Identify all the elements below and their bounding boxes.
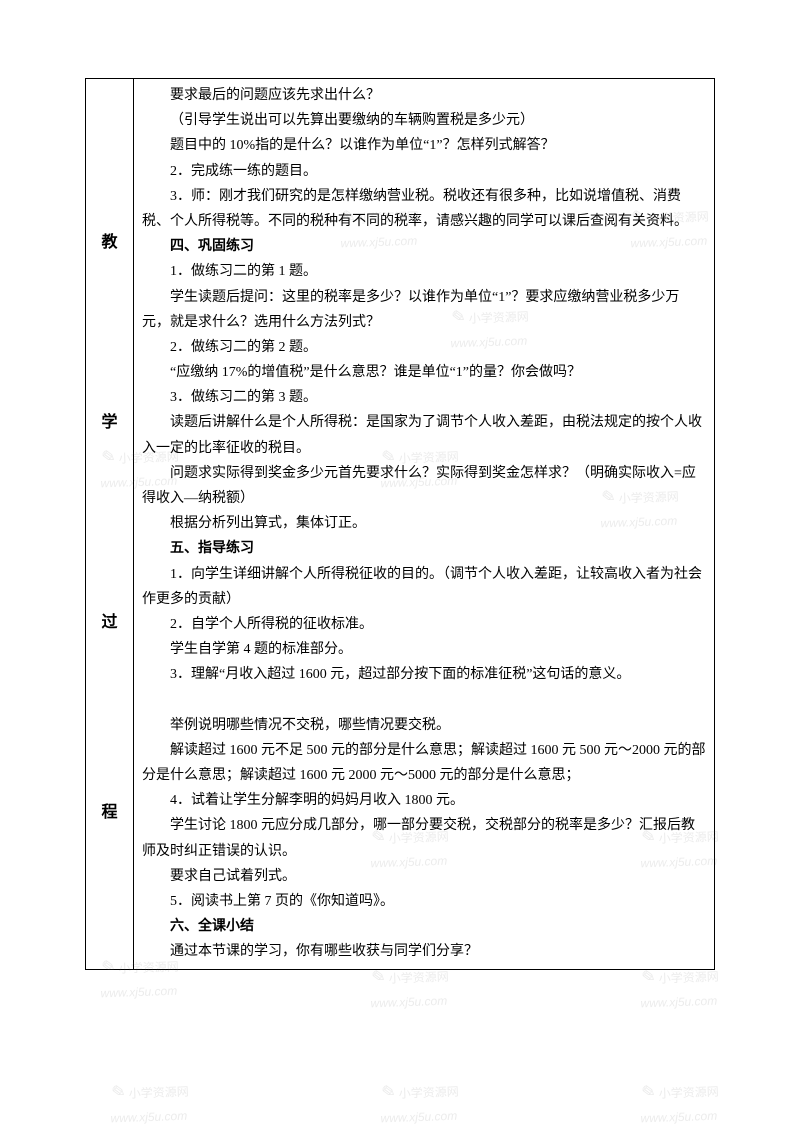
content-line: 要求最后的问题应该先求出什么？ — [142, 83, 706, 108]
content-line: 2．自学个人所得税的征收标准。 — [142, 612, 706, 637]
content-line: 4．试着让学生分解李明的妈妈月收入 1800 元。 — [142, 788, 706, 813]
content-line: 举例说明哪些情况不交税，哪些情况要交税。 — [142, 713, 706, 738]
content-line: 四、巩固练习 — [142, 234, 706, 259]
content-line: （引导学生说出可以先算出要缴纳的车辆购置税是多少元） — [142, 108, 706, 133]
content-line: 3．师：刚才我们研究的是怎样缴纳营业税。税收还有很多种，比如说增值税、消费税、个… — [142, 184, 706, 234]
watermark: ✎小学资源网www.xj5u.com — [379, 1074, 460, 1131]
left-column: 教 学 过 程 — [86, 79, 134, 970]
content-line: 2．完成练一练的题目。 — [142, 159, 706, 184]
content-line: 1．向学生详细讲解个人所得税征收的目的。（调节个人收入差距，让较高收入者为社会作… — [142, 562, 706, 612]
content-line: 解读超过 1600 元不足 500 元的部分是什么意思；解读超过 1600 元 … — [142, 738, 706, 788]
left-char-4: 程 — [86, 799, 133, 828]
content-line: 五、指导练习 — [142, 536, 706, 561]
left-char-1: 教 — [86, 229, 133, 258]
content-line: 3．理解“月收入超过 1600 元，超过部分按下面的标准征税”这句话的意义。 — [142, 662, 706, 687]
content-line: 六、全课小结 — [142, 914, 706, 939]
content-line: 1．做练习二的第 1 题。 — [142, 259, 706, 284]
content-line: 2．做练习二的第 2 题。 — [142, 335, 706, 360]
content-body: 要求最后的问题应该先求出什么？（引导学生说出可以先算出要缴纳的车辆购置税是多少元… — [142, 83, 706, 965]
content-line: 题目中的 10%指的是什么？以谁作为单位“1”？怎样列式解答？ — [142, 133, 706, 158]
content-line: 学生读题后提问：这里的税率是多少？以谁作为单位“1”？要求应缴纳营业税多少万元，… — [142, 285, 706, 335]
watermark: ✎小学资源网www.xj5u.com — [109, 1074, 190, 1131]
content-line: “应缴纳 17%的增值税”是什么意思？谁是单位“1”的量？你会做吗？ — [142, 360, 706, 385]
content-line: 学生自学第 4 题的标准部分。 — [142, 637, 706, 662]
left-char-2: 学 — [86, 409, 133, 438]
content-line: 通过本节课的学习，你有哪些收获与同学们分享？ — [142, 939, 706, 964]
content-line — [142, 688, 706, 713]
content-line: 问题求实际得到奖金多少元首先要求什么？实际得到奖金怎样求？（明确实际收入=应得收… — [142, 461, 706, 511]
content-line: 读题后讲解什么是个人所得税：是国家为了调节个人收入差距，由税法规定的按个人收入一… — [142, 410, 706, 460]
content-line: 5．阅读书上第 7 页的《你知道吗》。 — [142, 889, 706, 914]
left-char-3: 过 — [86, 609, 133, 638]
watermark: ✎小学资源网www.xj5u.com — [639, 1074, 720, 1131]
lesson-table: 教 学 过 程 要求最后的问题应该先求出什么？（引导学生说出可以先算出要缴纳的车… — [85, 78, 715, 970]
content-line: 根据分析列出算式，集体订正。 — [142, 511, 706, 536]
content-line: 3．做练习二的第 3 题。 — [142, 385, 706, 410]
content-line: 要求自己试着列式。 — [142, 864, 706, 889]
content-line: 学生讨论 1800 元应分成几部分，哪一部分要交税，交税部分的税率是多少？汇报后… — [142, 813, 706, 863]
content-column: 要求最后的问题应该先求出什么？（引导学生说出可以先算出要缴纳的车辆购置税是多少元… — [134, 79, 715, 970]
